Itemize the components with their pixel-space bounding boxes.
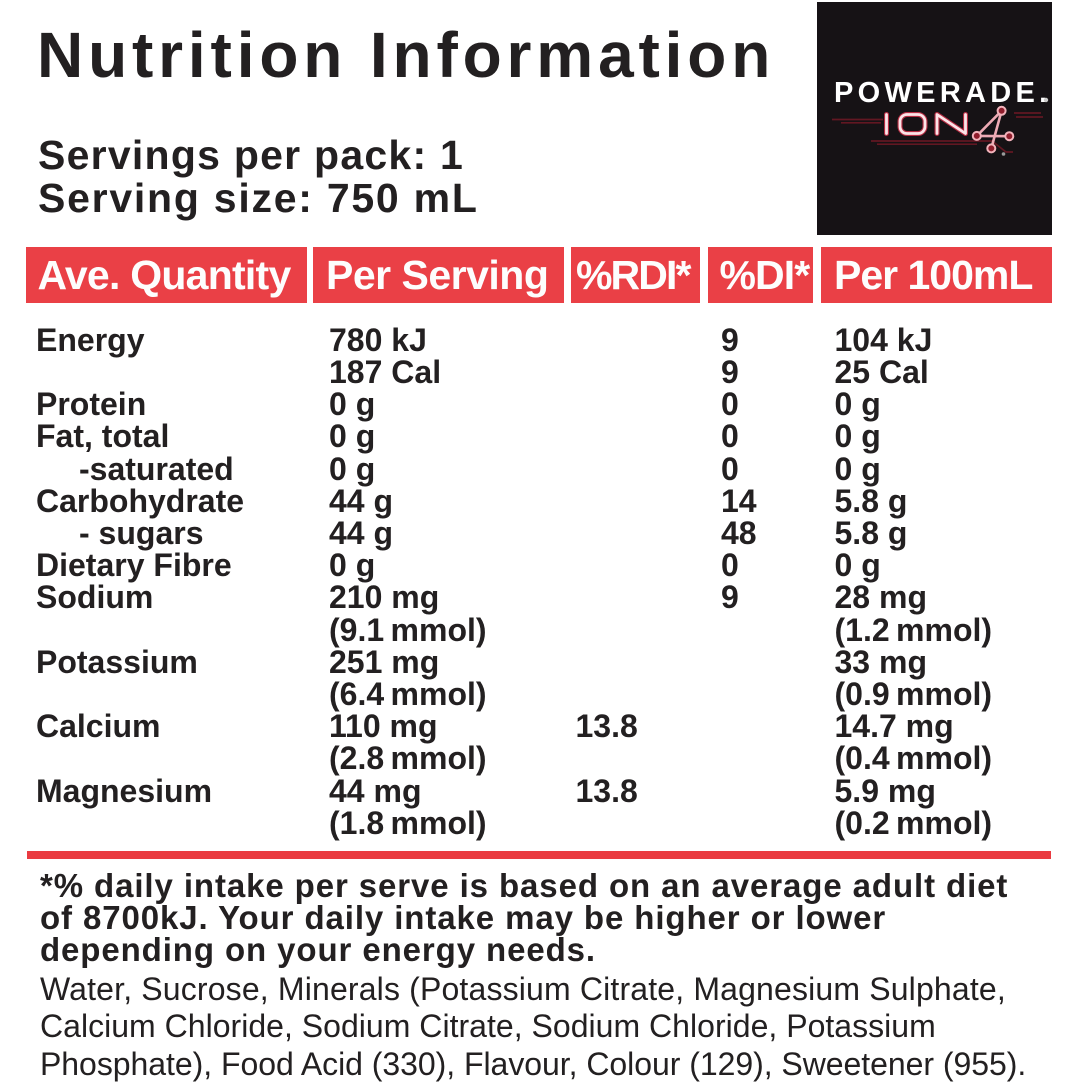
- svg-text:POWERADE.: POWERADE.: [834, 77, 1052, 109]
